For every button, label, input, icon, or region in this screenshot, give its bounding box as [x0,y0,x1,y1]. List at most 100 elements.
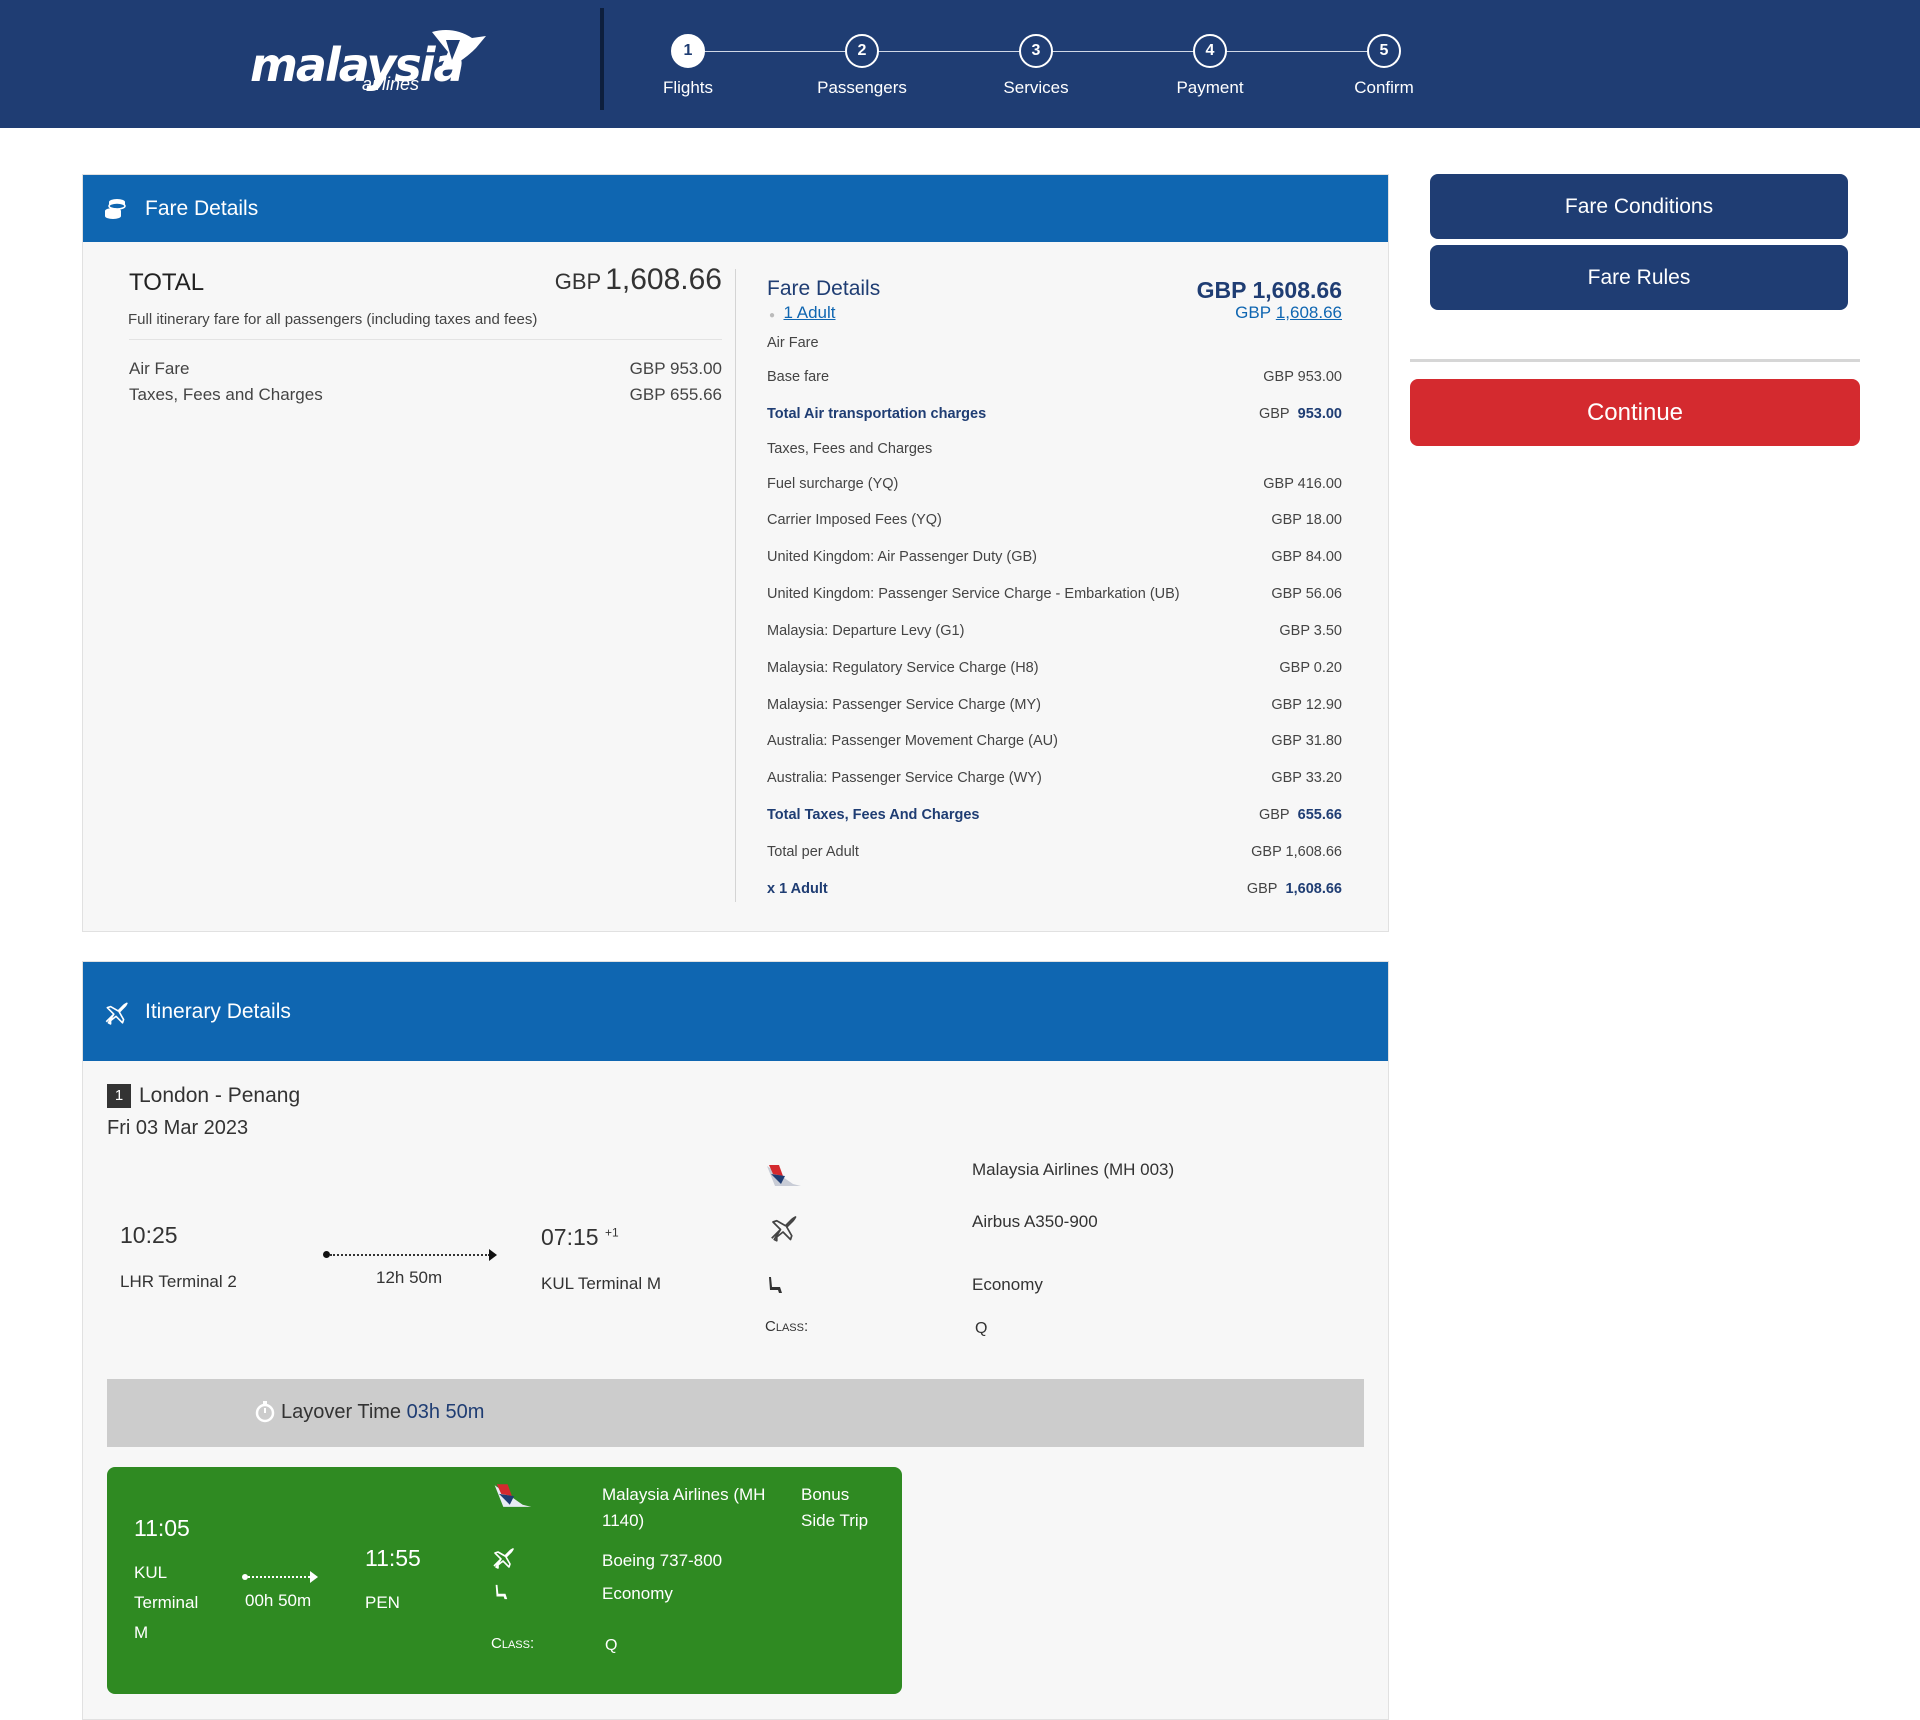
layover-bar: Layover Time 03h 50m [107,1379,1364,1447]
step-label: Passengers [817,78,907,97]
fare-row: Australia: Passenger Service Charge (WY)… [767,770,1342,786]
continue-button[interactable]: Continue [1410,379,1860,446]
airplane-icon [105,1002,128,1025]
fare-row: Malaysia: Regulatory Service Charge (H8)… [767,660,1342,676]
logo-wordmark: malaysia [250,38,465,92]
booking-progress-stepper: 1 Flights 2 Passengers 3 Services 4 Paym… [640,34,1480,114]
total-row: TOTAL GBP 1,608.66 [129,263,722,297]
fare-breakdown-title: Fare Details [767,277,881,300]
seat-icon [495,1584,508,1600]
step-number: 1 [671,34,705,68]
arrival-place: PEN [365,1593,400,1612]
bonus-tag: Side Trip [801,1511,869,1530]
airline-name: Malaysia Airlines (MH [602,1485,766,1504]
fare-row: Total per Adult GBP 1,608.66 [767,844,1342,860]
fare-conditions-button[interactable]: Fare Conditions [1430,174,1848,239]
route-arrow-icon [310,1571,318,1583]
departure-time: 11:05 [134,1515,190,1541]
fare-row-total: x 1 Adult GBP 1,608.66 [767,881,1342,897]
fare-row: Taxes, Fees and Charges [767,441,933,457]
fare-row-total: Total Taxes, Fees And Charges GBP 655.66 [767,807,1342,823]
layover-text: Layover Time 03h 50m [281,1401,485,1423]
step-passengers[interactable]: 2 Passengers [782,34,942,98]
route-start-dot [242,1574,248,1580]
departure-time: 10:25 [120,1222,178,1248]
cabin-class: Economy [972,1275,1043,1294]
layover-duration: 03h 50m [406,1401,485,1423]
airline-name: 1140) [602,1511,645,1530]
column-divider [735,269,736,902]
flight-duration: 12h 50m [376,1268,443,1287]
step-label: Confirm [1354,78,1414,97]
step-flights[interactable]: 1 Flights [608,34,768,98]
fare-row: Australia: Passenger Movement Charge (AU… [767,733,1342,749]
passenger-amount: GBP 1,608.66 [1235,303,1342,322]
bullet-icon: ● [769,310,776,321]
day-offset: +1 [604,1225,619,1240]
segment-route: 1 London - Penang [107,1084,300,1108]
aircraft-icon [493,1548,514,1569]
step-number: 4 [1193,34,1227,68]
arrival-time: 11:55 [365,1545,421,1571]
fare-details-panel: Fare Details TOTAL GBP 1,608.66 Full itin… [82,174,1389,932]
passenger-amount-link[interactable]: 1,608.66 [1275,303,1342,322]
step-payment[interactable]: 4 Payment [1130,34,1290,98]
departure-place: Terminal [134,1593,199,1612]
fare-row: Malaysia: Departure Levy (G1) GBP 3.50 [767,623,1342,639]
step-number: 5 [1367,34,1401,68]
fare-grand-total: GBP 1,608.66 [1196,277,1342,303]
fare-row: Base fare GBP 953.00 [767,369,1342,385]
route-dotted-line [330,1254,490,1256]
itinerary-details-header: Itinerary Details [83,962,1388,1061]
step-label: Services [1003,78,1069,97]
coins-icon [105,198,126,219]
top-navigation-bar: malaysia airlines 1 Flights 2 Passengers… [0,0,1920,128]
step-services[interactable]: 3 Services [956,34,1116,98]
itinerary-details-panel: Itinerary Details 1 London - Penang Fri 0… [82,961,1389,1720]
arrival-terminal: KUL Terminal M [541,1274,661,1293]
aircraft-icon [771,1216,797,1242]
fare-row: Malaysia: Passenger Service Charge (MY) G… [767,697,1342,713]
total-amount: GBP 1,608.66 [554,263,722,296]
logo-subtext: airlines [362,74,420,94]
passenger-link[interactable]: 1 Adult [783,303,836,322]
booking-class-label: Class: [765,1318,809,1335]
stopwatch-icon [255,1401,275,1423]
divider [129,339,722,340]
fare-row-total: Total Air transportation charges GBP 953.… [767,406,1342,422]
total-label: TOTAL [129,269,205,296]
flight-duration: 00h 50m [245,1591,312,1610]
fare-row: United Kingdom: Air Passenger Duty (GB) G… [767,549,1342,565]
step-confirm[interactable]: 5 Confirm [1304,34,1464,98]
connecting-flight-card[interactable]: 11:05 KUL Terminal M 00h 50m 11:55 PEN M… [107,1467,902,1694]
booking-class-label: Class: [491,1635,535,1652]
aircraft-type: Boeing 737-800 [602,1551,723,1570]
bonus-tag: Bonus [801,1485,850,1504]
aircraft-type: Airbus A350-900 [972,1212,1098,1231]
cabin-class: Economy [602,1584,673,1603]
fare-breakdown-header: Fare Details GBP 1,608.66 [767,277,1342,303]
malaysia-airlines-logo[interactable]: malaysia airlines [246,24,496,94]
departure-terminal: LHR Terminal 2 [120,1272,237,1291]
malaysia-airlines-tail-icon [767,1165,801,1186]
arrival-time: 07:15 +1 [541,1224,619,1250]
route-dotted-line [248,1576,310,1578]
route-start-dot [323,1251,330,1258]
fare-row: United Kingdom: Passenger Service Charge… [767,586,1342,602]
summary-row-air-fare: Air Fare GBP 953.00 [129,359,722,378]
header-divider [600,8,604,110]
step-number: 3 [1019,34,1053,68]
segment-date: Fri 03 Mar 2023 [107,1117,249,1139]
step-label: Payment [1176,78,1244,97]
booking-class-value: Q [605,1637,618,1654]
wau-kite-logo-icon [432,30,486,70]
fare-rules-button[interactable]: Fare Rules [1430,245,1848,310]
fare-row: Air Fare [767,335,819,351]
step-number: 2 [845,34,879,68]
departure-place: M [134,1623,149,1642]
segment-number-badge: 1 [107,1084,131,1108]
passenger-row: ● 1 Adult GBP 1,608.66 [767,303,1342,323]
step-label: Flights [662,78,714,97]
airline-name: Malaysia Airlines (MH 003) [972,1160,1175,1179]
fare-row: Carrier Imposed Fees (YQ) GBP 18.00 [767,512,1342,528]
